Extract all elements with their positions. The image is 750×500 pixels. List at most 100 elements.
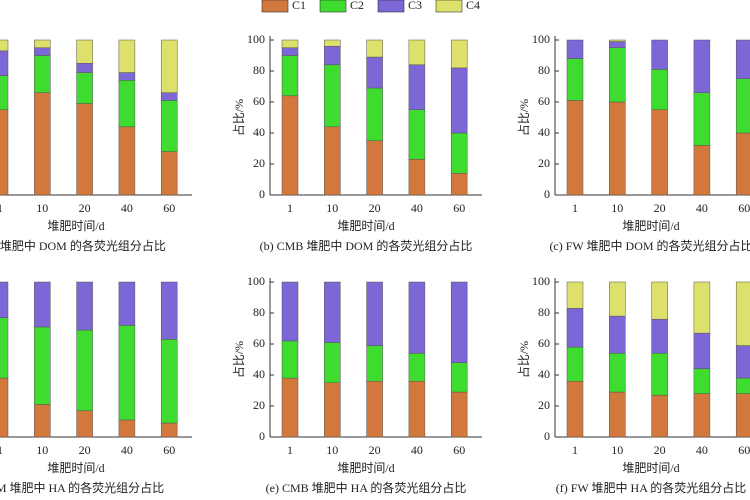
bar-segment — [609, 39, 626, 42]
legend-swatch — [377, 0, 405, 13]
x-tick-label: 20 — [369, 443, 381, 457]
y-tick-label: 60 — [538, 336, 550, 350]
x-tick-label: 10 — [36, 443, 48, 457]
x-tick-label: 10 — [36, 201, 48, 215]
x-tick-label: 10 — [611, 201, 623, 215]
bar-segment — [76, 39, 93, 64]
bar-segment — [34, 47, 51, 56]
bar-segment — [324, 64, 341, 128]
y-tick-label: 20 — [253, 398, 265, 412]
panel-caption: (f) FW 堆肥中 HA 的各荧光组分占比 — [556, 480, 746, 495]
bar-segment — [281, 47, 299, 56]
bar-segment — [693, 39, 711, 93]
bar-segment — [324, 45, 341, 66]
bar-segment — [160, 151, 178, 196]
bar-segment — [118, 80, 136, 128]
bar-segment — [160, 339, 178, 424]
bar-segment — [735, 377, 750, 394]
x-tick-label: 10 — [326, 443, 338, 457]
legend-label: C2 — [350, 0, 364, 12]
y-axis-label: 占比/% — [516, 99, 531, 136]
x-tick-label: 60 — [163, 443, 175, 457]
bar-segment — [118, 281, 136, 326]
bar-segment — [651, 69, 668, 110]
x-tick-label: 1 — [572, 443, 578, 457]
bar-segment — [324, 342, 341, 384]
x-axis-label: 堆肥时间/d — [337, 219, 394, 233]
x-tick-label: 40 — [121, 201, 133, 215]
y-tick-label: 0 — [544, 187, 550, 201]
bar-segment — [0, 281, 9, 318]
bar-segment — [651, 109, 668, 196]
bar-segment — [450, 173, 468, 196]
bar-segment — [0, 75, 9, 110]
bar-segment — [735, 78, 750, 134]
y-tick-label: 80 — [538, 305, 550, 319]
bar-segment — [609, 41, 626, 48]
x-axis-label: 堆肥时间/d — [337, 461, 394, 475]
legend-swatch — [435, 0, 463, 13]
bar-segment — [118, 39, 136, 73]
y-tick-label: 60 — [253, 94, 265, 108]
bar-segment — [609, 101, 626, 196]
bar-segment — [34, 404, 51, 438]
bar-segment — [651, 39, 668, 70]
bar-segment — [566, 39, 584, 59]
y-tick-label: 100 — [532, 32, 550, 46]
bar-segment — [118, 325, 136, 421]
y-tick-label: 100 — [247, 32, 265, 46]
bar-segment — [566, 100, 584, 196]
bar-segment — [160, 100, 178, 152]
bar-segment — [160, 39, 178, 93]
bar-segment — [609, 315, 626, 354]
x-tick-label: 1 — [287, 201, 293, 215]
bar-segment — [609, 353, 626, 393]
bar-segment — [76, 103, 93, 196]
bar-segment — [281, 281, 299, 342]
bar-segment — [366, 345, 383, 382]
bar-segment — [450, 39, 468, 69]
y-tick-label: 60 — [253, 336, 265, 350]
bar-segment — [651, 318, 668, 354]
y-tick-label: 40 — [253, 367, 265, 381]
x-tick-label: 10 — [611, 443, 623, 457]
bar-segment — [76, 63, 93, 73]
panel-caption: (b) CMB 堆肥中 DOM 的各荧光组分占比 — [260, 238, 473, 253]
x-tick-label: 20 — [369, 201, 381, 215]
bar-segment — [693, 368, 711, 394]
bar-segment — [609, 47, 626, 103]
bar-segment — [450, 362, 468, 393]
bar-segment — [34, 326, 51, 405]
bar-segment — [366, 39, 383, 58]
bar-segment — [118, 419, 136, 438]
bar-segment — [693, 332, 711, 370]
x-axis-label: 堆肥时间/d — [622, 219, 679, 233]
bar-segment — [408, 109, 426, 160]
x-tick-label: 20 — [654, 201, 666, 215]
bar-segment — [324, 281, 341, 343]
bar-segment — [566, 281, 584, 309]
bar-segment — [450, 67, 468, 134]
bar-segment — [160, 281, 178, 340]
bar-segment — [324, 126, 341, 196]
bar-segment — [651, 394, 668, 438]
bar-segment — [693, 281, 711, 334]
x-tick-label: 60 — [738, 201, 750, 215]
bar-segment — [735, 132, 750, 196]
y-tick-label: 80 — [538, 63, 550, 77]
bar-segment — [0, 39, 9, 52]
x-tick-label: 20 — [654, 443, 666, 457]
bar-segment — [566, 58, 584, 101]
y-axis-label: 占比/% — [231, 99, 246, 136]
x-tick-label: 40 — [121, 443, 133, 457]
bar-segment — [324, 39, 341, 47]
bar-segment — [118, 72, 136, 81]
y-tick-label: 60 — [538, 94, 550, 108]
bar-segment — [450, 391, 468, 438]
bar-segment — [735, 345, 750, 379]
bar-segment — [76, 329, 93, 411]
bar-segment — [566, 308, 584, 348]
bar-segment — [34, 55, 51, 93]
bar-segment — [450, 132, 468, 174]
bar-segment — [566, 346, 584, 382]
